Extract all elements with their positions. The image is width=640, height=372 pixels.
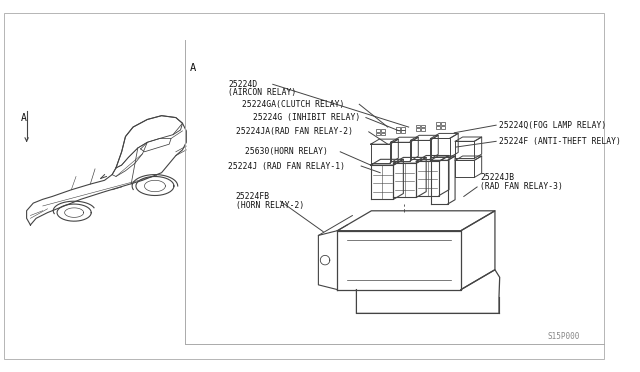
Text: (RAD FAN RELAY-3): (RAD FAN RELAY-3) — [480, 182, 563, 192]
Text: S15P000: S15P000 — [547, 332, 580, 341]
Text: 25224Q(FOG LAMP RELAY): 25224Q(FOG LAMP RELAY) — [499, 121, 606, 130]
Text: 25224F (ANTI-THEFT RELAY): 25224F (ANTI-THEFT RELAY) — [499, 137, 621, 146]
Text: 25224JB: 25224JB — [480, 173, 514, 182]
Text: 25224JA(RAD FAN RELAY-2): 25224JA(RAD FAN RELAY-2) — [236, 127, 353, 136]
Text: (AIRCON RELAY): (AIRCON RELAY) — [228, 89, 296, 97]
Text: 25224G (INHIBIT RELAY): 25224G (INHIBIT RELAY) — [253, 113, 360, 122]
Text: 25224D: 25224D — [228, 80, 257, 89]
Text: 25224J (RAD FAN RELAY-1): 25224J (RAD FAN RELAY-1) — [228, 161, 345, 170]
Text: (HORN RELAY-2): (HORN RELAY-2) — [236, 202, 304, 211]
Text: A: A — [21, 113, 27, 122]
Text: 25630(HORN RELAY): 25630(HORN RELAY) — [245, 147, 328, 156]
Text: 25224GA(CLUTCH RELAY): 25224GA(CLUTCH RELAY) — [243, 100, 345, 109]
Text: 25224FB: 25224FB — [236, 192, 270, 201]
Text: A: A — [190, 63, 196, 73]
